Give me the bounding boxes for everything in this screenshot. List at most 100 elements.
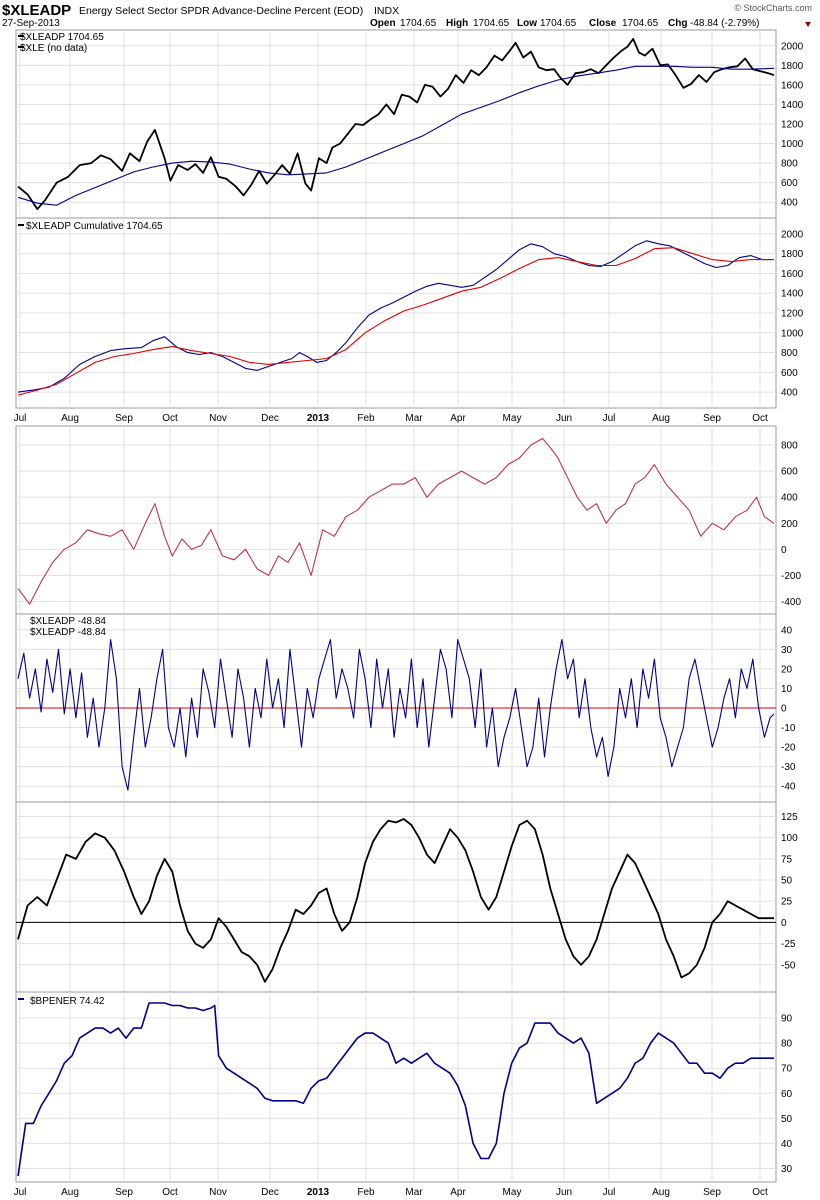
panel-2-series xyxy=(17,240,774,396)
y-tick-label: 1600 xyxy=(781,80,804,91)
y-tick-label: 800 xyxy=(781,159,798,170)
symbol-title: $XLEADP xyxy=(2,2,71,19)
y-tick-label: 1800 xyxy=(781,61,804,72)
y-tick-label: -50 xyxy=(781,960,796,971)
y-tick-label: 400 xyxy=(781,493,798,504)
x-tick-label: Dec xyxy=(261,413,279,424)
chg-label: Chg xyxy=(668,18,687,29)
panel-1-legend-swatch-1 xyxy=(18,35,24,37)
panel-2-legend: $XLEADP Cumulative 1704.65 xyxy=(26,221,163,232)
y-tick-label: -10 xyxy=(781,723,796,734)
description-title: Energy Select Sector SPDR Advance-Declin… xyxy=(79,5,363,17)
series-line-6-1 xyxy=(17,1002,774,1177)
y-tick-label: 600 xyxy=(781,178,798,189)
panel-4-legend-2: $XLEADP -48.84 xyxy=(30,627,106,638)
low-label: Low xyxy=(517,18,537,29)
y-tick-label: 90 xyxy=(781,1014,793,1025)
y-tick-label: 800 xyxy=(781,348,798,359)
panel-3-grid xyxy=(16,426,776,614)
x-tick-label: Jul xyxy=(603,413,616,424)
x-tick-label: Oct xyxy=(752,413,768,424)
y-tick-label: 0 xyxy=(781,704,787,715)
y-tick-label: -200 xyxy=(781,571,801,582)
y-tick-label: 125 xyxy=(781,812,798,823)
panel-5-grid xyxy=(16,802,776,992)
y-tick-label: 10 xyxy=(781,684,793,695)
x-tick-label: Aug xyxy=(652,413,670,424)
x-tick-label: May xyxy=(503,1187,522,1198)
x-tick-label: Oct xyxy=(752,1187,768,1198)
x-tick-label: Aug xyxy=(61,413,79,424)
panel-2: 400 600 800 1000 1200 1400 1600 1800 2000 $XLEAD… xyxy=(15,217,804,409)
x-tick-label: Jul xyxy=(603,1187,616,1198)
y-tick-label: 1200 xyxy=(781,309,804,320)
down-arrow-icon xyxy=(805,22,811,27)
chg-value: -48.84 (-2.79%) xyxy=(690,18,759,29)
panel-2-grid xyxy=(16,218,776,408)
x-tick-label: Sep xyxy=(115,1187,133,1198)
x-tick-label: Sep xyxy=(703,413,721,424)
x-tick-label: Jun xyxy=(556,413,572,424)
high-label: High xyxy=(446,18,468,29)
y-tick-label: 80 xyxy=(781,1039,793,1050)
y-tick-label: -25 xyxy=(781,939,796,950)
watermark-text: © StockCharts.com xyxy=(734,3,812,13)
panel-6-y-ticks: 30 40 50 60 70 80 90 xyxy=(781,1014,793,1175)
y-tick-label: 400 xyxy=(781,388,798,399)
y-tick-label: 40 xyxy=(781,1139,793,1150)
panel-1-y-ticks: 400 600 800 1000 1200 1400 1600 1800 2000 xyxy=(781,41,804,208)
x-tick-label: 2013 xyxy=(307,1187,330,1198)
series-line-2-1 xyxy=(17,240,774,393)
y-tick-label: 0 xyxy=(781,918,787,929)
series-line-5-1 xyxy=(17,818,774,983)
y-tick-label: 40 xyxy=(781,625,793,636)
panel-4-series xyxy=(17,639,775,791)
series-line-1-2 xyxy=(17,65,775,206)
panel-5: -50 -25 0 25 50 75 100 125 xyxy=(15,801,798,993)
y-tick-label: -20 xyxy=(781,743,796,754)
x-tick-label: 2013 xyxy=(307,413,330,424)
y-tick-label: -40 xyxy=(781,782,796,793)
y-tick-label: 1200 xyxy=(781,120,804,131)
x-tick-label: Oct xyxy=(162,1187,178,1198)
y-tick-label: 70 xyxy=(781,1064,793,1075)
panel-6: 30 40 50 60 70 80 90 $BPENER 74.42 xyxy=(15,991,793,1183)
x-tick-label: Feb xyxy=(357,1187,375,1198)
x-tick-label: Oct xyxy=(162,413,178,424)
x-tick-label: Jul xyxy=(14,413,27,424)
panel-1-legend-2: $XLE (no data) xyxy=(20,43,87,54)
panel-1: 400 600 800 1000 1200 1400 1600 1800 2000 $XLEAD… xyxy=(15,29,804,219)
y-tick-label: 100 xyxy=(781,833,798,844)
y-tick-label: 2000 xyxy=(781,229,804,240)
close-value: 1704.65 xyxy=(622,18,659,29)
y-tick-label: 50 xyxy=(781,876,793,887)
x-tick-label: Mar xyxy=(405,413,423,424)
y-tick-label: 1400 xyxy=(781,289,804,300)
y-tick-label: 600 xyxy=(781,467,798,478)
x-tick-label: Nov xyxy=(209,413,227,424)
x-tick-label: Apr xyxy=(450,413,466,424)
y-tick-label: 600 xyxy=(781,368,798,379)
y-tick-label: 25 xyxy=(781,897,793,908)
x-axis-top: Jul Aug Sep Oct Nov Dec 2013 Feb Mar Apr May Jun Jul… xyxy=(14,413,768,424)
panel-2-legend-swatch xyxy=(18,224,24,226)
y-tick-label: 30 xyxy=(781,1164,793,1175)
panel-1-series xyxy=(17,38,775,210)
y-tick-label: 50 xyxy=(781,1114,793,1125)
x-tick-label: May xyxy=(503,413,522,424)
panel-6-series xyxy=(17,1002,774,1177)
y-tick-label: 1000 xyxy=(781,139,804,150)
panel-2-y-ticks: 400 600 800 1000 1200 1400 1600 1800 2000 xyxy=(781,229,804,398)
y-tick-label: 2000 xyxy=(781,41,804,52)
panel-3-y-ticks: -400 -200 0 200 400 600 800 xyxy=(781,441,801,608)
y-tick-label: 60 xyxy=(781,1089,793,1100)
panel-3: -400 -200 0 200 400 600 800 xyxy=(15,425,801,615)
y-tick-label: 1400 xyxy=(781,100,804,111)
low-value: 1704.65 xyxy=(540,18,577,29)
x-tick-label: Apr xyxy=(450,1187,466,1198)
panel-4-y-ticks: -40 -30 -20 -10 0 10 20 30 40 xyxy=(781,625,796,792)
x-tick-label: Dec xyxy=(261,1187,279,1198)
